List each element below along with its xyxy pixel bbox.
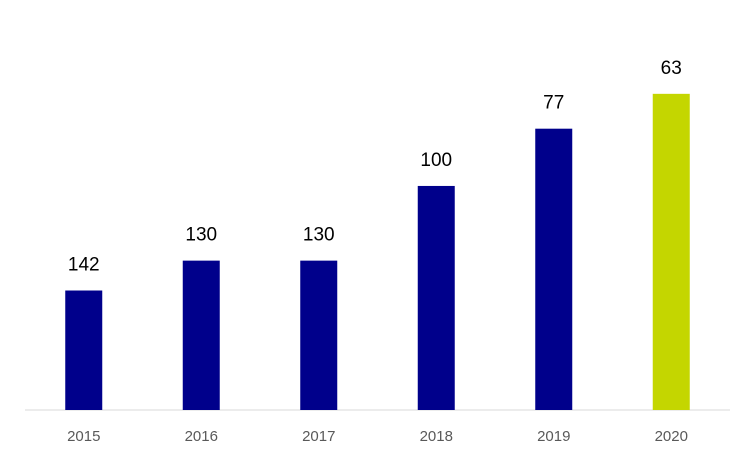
x-tick-label: 2016 — [185, 428, 218, 445]
value-label: 130 — [185, 225, 217, 246]
x-tick-label: 2019 — [537, 428, 570, 445]
bar — [535, 128, 573, 411]
bar — [65, 290, 103, 410]
x-tick-label: 2018 — [420, 428, 453, 445]
bar — [300, 260, 338, 410]
bar — [652, 93, 690, 410]
x-tick-label: 2020 — [655, 428, 688, 445]
x-tick-label: 2017 — [302, 428, 335, 445]
value-label: 100 — [420, 150, 452, 171]
value-label: 142 — [68, 255, 100, 276]
value-label: 130 — [303, 225, 335, 246]
x-tick-label: 2015 — [67, 428, 100, 445]
value-label: 63 — [661, 58, 682, 79]
bar — [417, 185, 455, 410]
bar — [182, 260, 220, 410]
value-label: 77 — [543, 93, 564, 114]
